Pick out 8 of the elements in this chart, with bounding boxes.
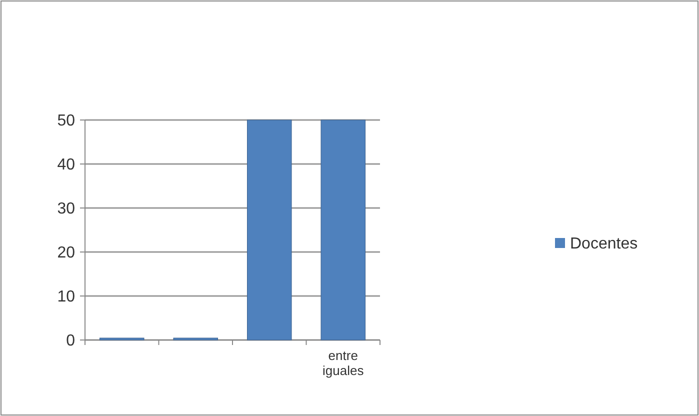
- y-tick-label: 0: [66, 332, 76, 350]
- y-tick-label: 20: [57, 244, 76, 262]
- legend-label: Docentes: [570, 236, 638, 253]
- y-tick-label: 50: [57, 112, 76, 130]
- y-tick-label: 10: [57, 288, 76, 306]
- x-tick-label: entre iguales: [322, 348, 364, 378]
- y-tick-label: 40: [57, 156, 76, 174]
- y-tick-label: 30: [57, 200, 76, 218]
